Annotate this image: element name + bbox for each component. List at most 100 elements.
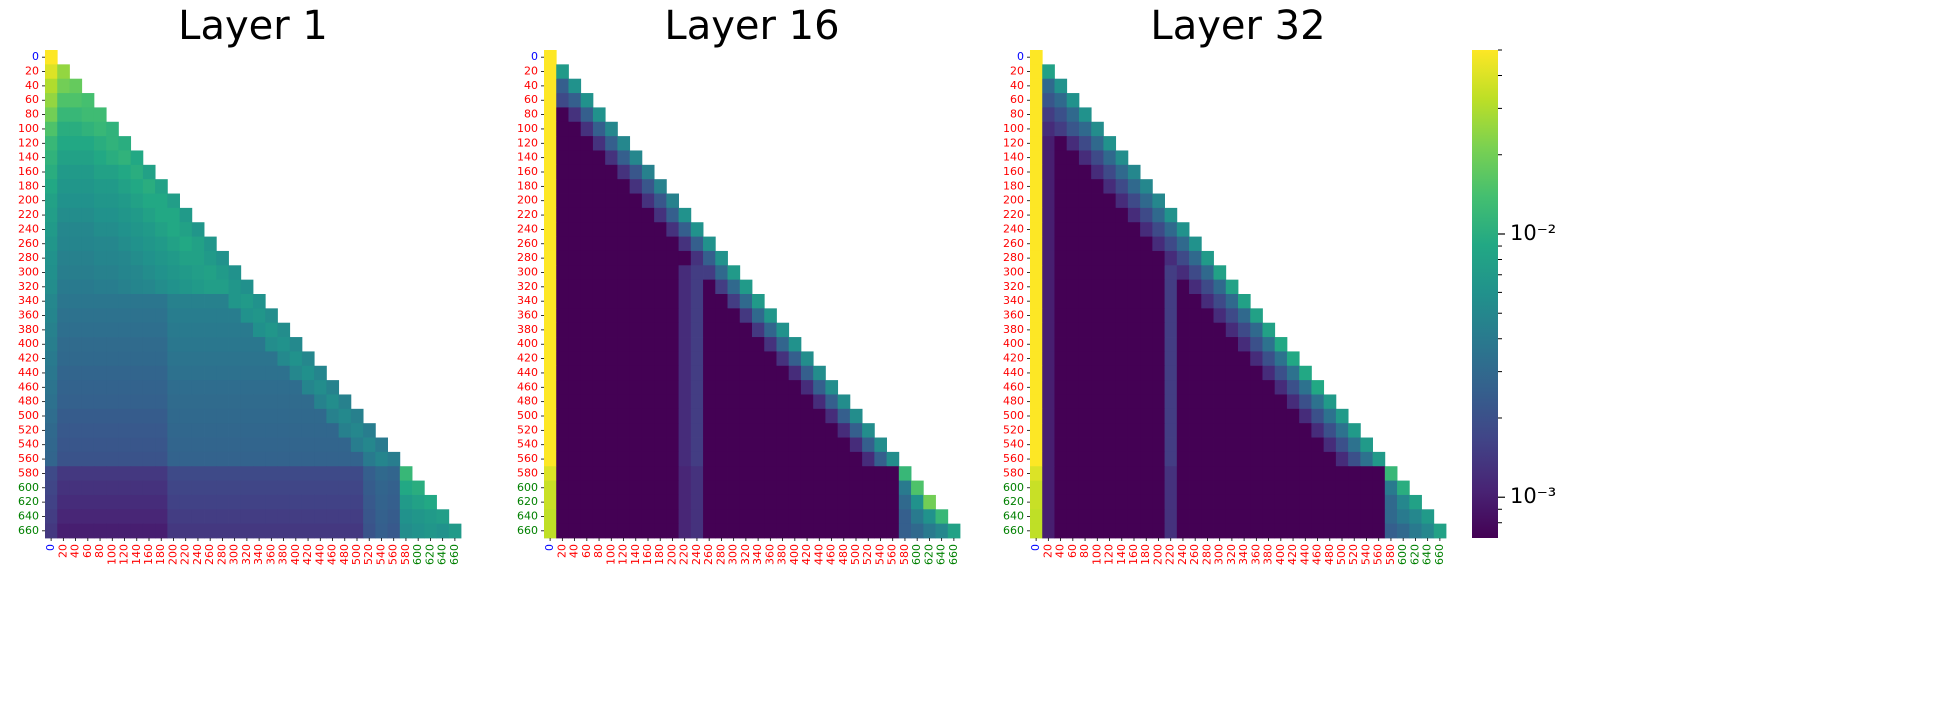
x-tick-label: 400 <box>788 544 801 565</box>
x-tick-label: 380 <box>776 544 789 565</box>
heat-cell <box>1262 394 1276 410</box>
heat-cell <box>240 480 254 496</box>
heat-cell <box>1262 523 1276 539</box>
heat-cell <box>253 480 266 496</box>
y-tick-label: 100 <box>18 122 39 135</box>
heat-cell <box>752 380 765 395</box>
heat-cell <box>69 437 83 453</box>
heat-cell <box>375 451 388 467</box>
heat-cell <box>800 408 814 424</box>
heat-cell <box>813 380 826 395</box>
heat-cell <box>788 423 802 438</box>
heat-cell <box>1054 78 1068 94</box>
heat-cell <box>1078 351 1092 367</box>
heat-cell <box>629 509 643 525</box>
heat-cell <box>544 193 557 209</box>
heat-cell <box>265 351 278 367</box>
x-tick-label: 520 <box>861 544 874 565</box>
heat-cell <box>654 380 667 395</box>
y-tick-label: 260 <box>18 237 39 250</box>
heat-cell <box>1078 494 1092 510</box>
heat-cell <box>568 279 582 295</box>
heat-cell <box>1299 451 1312 467</box>
heat-cell <box>228 265 242 281</box>
heat-cell <box>57 222 70 237</box>
heat-cell <box>654 279 667 295</box>
heat-cell <box>911 494 924 510</box>
heat-cell <box>1054 380 1068 395</box>
heat-cell <box>654 509 667 525</box>
heat-cell <box>130 523 144 539</box>
heat-cell <box>605 337 618 352</box>
heat-cell <box>93 150 107 166</box>
heat-cell <box>45 337 58 352</box>
heat-cell <box>556 480 569 496</box>
heat-cell <box>605 121 618 137</box>
x-tick-label: 80 <box>592 544 605 558</box>
heat-cell <box>544 64 557 80</box>
heat-cell <box>81 365 95 381</box>
heat-cell <box>57 480 70 496</box>
heat-cell <box>301 480 315 496</box>
heat-cell <box>387 480 401 496</box>
heat-cell <box>1189 394 1202 410</box>
heat-cell <box>776 437 790 453</box>
y-tick-label: 280 <box>18 251 39 264</box>
heat-cell <box>106 265 119 281</box>
heat-cell <box>106 193 119 209</box>
heat-cell <box>167 480 180 496</box>
heat-cell <box>898 466 912 481</box>
heat-cell <box>727 308 741 324</box>
heat-cell <box>592 136 606 151</box>
heat-cell <box>617 351 631 367</box>
heat-cell <box>1213 437 1227 453</box>
heat-cell <box>387 466 401 481</box>
x-tick-label: 640 <box>935 544 948 565</box>
heat-cell <box>1066 351 1080 367</box>
heat-cell <box>118 294 132 309</box>
heat-cell <box>1372 509 1386 525</box>
heat-cell <box>204 394 217 410</box>
heat-cell <box>788 494 802 510</box>
heat-cell <box>1140 365 1153 381</box>
heat-cell <box>1115 250 1129 266</box>
heat-cell <box>825 451 839 467</box>
heat-cell <box>81 136 95 151</box>
heat-cell <box>690 408 704 424</box>
heat-cell <box>911 480 924 496</box>
heat-cell <box>289 380 303 395</box>
heat-cell <box>1054 179 1068 194</box>
heat-cell <box>544 222 557 237</box>
heat-cell <box>191 480 205 496</box>
heat-cell <box>678 250 692 266</box>
heat-cell <box>301 365 315 381</box>
heat-cell <box>277 437 291 453</box>
heat-cell <box>204 365 217 381</box>
heat-cell <box>1103 509 1117 525</box>
y-tick-label: 340 <box>18 294 39 307</box>
heat-cell <box>764 509 777 525</box>
heat-cell <box>1213 494 1227 510</box>
heat-cell <box>142 408 156 424</box>
heat-cell <box>556 179 569 194</box>
heat-cell <box>69 93 83 108</box>
heat-cell <box>179 480 193 496</box>
heat-cell <box>641 451 655 467</box>
heat-cell <box>45 523 58 539</box>
heat-cell <box>1042 451 1055 467</box>
heat-cell <box>739 451 753 467</box>
heat-cell <box>289 466 303 481</box>
heat-cell <box>580 193 594 209</box>
heat-cell <box>1348 451 1361 467</box>
heat-cell <box>1066 509 1080 525</box>
x-tick-label: 500 <box>350 544 363 565</box>
heat-cell <box>1140 193 1153 209</box>
y-tick-label: 60 <box>25 93 39 106</box>
heat-cell <box>1311 423 1325 438</box>
heat-cell <box>191 222 205 237</box>
heat-cell <box>204 466 217 481</box>
heat-cell <box>727 351 741 367</box>
heat-cell <box>678 523 692 539</box>
y-tick-label: 140 <box>517 151 538 164</box>
heat-cell <box>289 365 303 381</box>
